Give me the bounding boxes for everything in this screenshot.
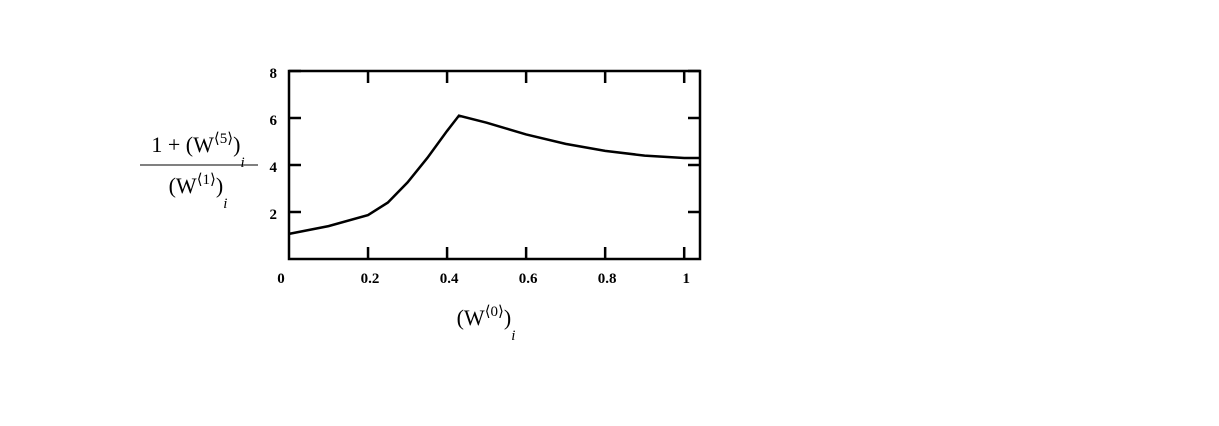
label-part: i: [223, 196, 227, 212]
label-part: i: [511, 328, 515, 344]
label-part: ): [216, 173, 223, 198]
y-tick-label: 8: [270, 66, 278, 82]
axis-label: 1 + (W⟨5⟩)i: [151, 131, 244, 171]
x-tick-label: 0.6: [519, 271, 538, 287]
axis-label: (W⟨1⟩)i: [169, 172, 228, 212]
x-tick-label: 0.8: [598, 271, 617, 287]
data-line: [288, 114, 700, 236]
y-tick-label: 4: [270, 160, 278, 176]
label-part: ⟨0⟩: [485, 304, 504, 320]
label-part: 1 + (W: [151, 132, 214, 157]
label-part: (W: [169, 173, 197, 198]
axis-label: (W⟨0⟩)i: [457, 304, 516, 344]
label-part: i: [240, 155, 244, 171]
x-tick-label: 0.2: [361, 271, 380, 287]
x-tick-label: 0: [277, 271, 285, 287]
label-part: ): [504, 305, 511, 330]
x-tick-label: 0.4: [440, 271, 459, 287]
y-tick-label: 6: [270, 113, 278, 129]
label-part: ): [233, 132, 240, 157]
label-part: ⟨5⟩: [214, 131, 233, 147]
label-part: ⟨1⟩: [197, 172, 216, 188]
plot-frame: [287, 69, 702, 261]
label-part: (W: [457, 305, 485, 330]
x-tick-label: 1: [682, 271, 690, 287]
y-tick-label: 2: [270, 207, 278, 223]
